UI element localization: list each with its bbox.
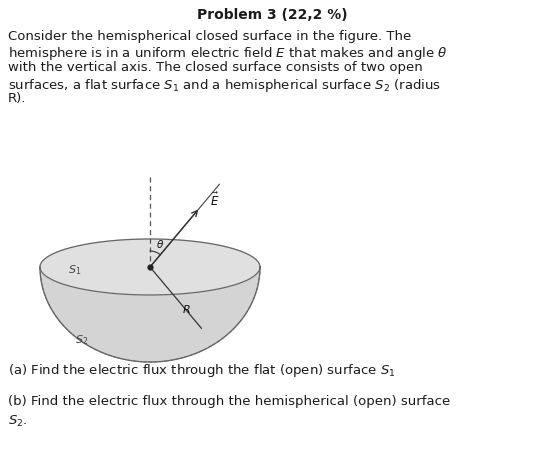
Text: with the vertical axis. The closed surface consists of two open: with the vertical axis. The closed surfa… [8, 61, 423, 74]
Text: $\vec{E}$: $\vec{E}$ [210, 191, 220, 208]
Text: $S_2$: $S_2$ [76, 332, 89, 346]
Text: $S_2$.: $S_2$. [8, 413, 27, 428]
Text: (a) Find the electric flux through the flat (open) surface $S_1$: (a) Find the electric flux through the f… [8, 361, 395, 378]
Polygon shape [40, 268, 260, 362]
Text: $\theta$: $\theta$ [156, 238, 164, 249]
Text: Consider the hemispherical closed surface in the figure. The: Consider the hemispherical closed surfac… [8, 30, 411, 43]
Text: $R$: $R$ [182, 302, 190, 314]
Text: $S_1$: $S_1$ [69, 263, 82, 276]
Text: Problem 3 (22,2 %): Problem 3 (22,2 %) [197, 8, 347, 22]
Text: surfaces, a flat surface $S_1$ and a hemispherical surface $S_2$ (radius: surfaces, a flat surface $S_1$ and a hem… [8, 76, 441, 93]
Text: hemisphere is in a uniform electric field $E$ that makes and angle $\theta$: hemisphere is in a uniform electric fiel… [8, 46, 448, 62]
Text: R).: R). [8, 92, 26, 105]
Ellipse shape [40, 239, 260, 295]
Text: (b) Find the electric flux through the hemispherical (open) surface: (b) Find the electric flux through the h… [8, 394, 450, 407]
